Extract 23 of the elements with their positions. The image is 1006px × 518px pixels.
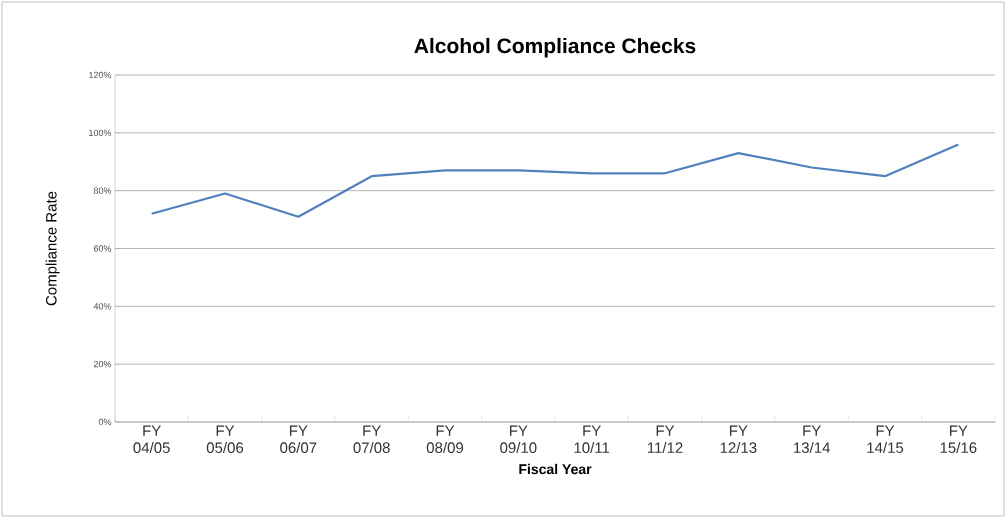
x-tick-label: FY 07/08 — [353, 425, 390, 453]
x-tick-label: FY 05/06 — [206, 425, 244, 453]
x-tick-label: FY 10/11 — [574, 425, 610, 453]
x-tick-label: FY 14/15 — [867, 425, 904, 453]
y-tick-label: 120% — [89, 71, 112, 79]
y-tick-label: 80% — [93, 187, 112, 194]
x-tick-label: FY 13/14 — [794, 425, 830, 453]
chart-title: Alcohol Compliance Checks — [414, 37, 696, 58]
x-tick-label: FY 11/12 — [647, 425, 683, 453]
x-axis-title: Fiscal Year — [519, 463, 592, 475]
y-tick-label: 60% — [93, 245, 112, 252]
x-tick-label: FY 09/10 — [500, 425, 537, 453]
y-axis-title: Compliance Rate — [45, 191, 60, 306]
x-tick-label: FY 15/16 — [940, 425, 977, 453]
line-series — [150, 143, 960, 218]
y-tick-label: 0% — [98, 418, 112, 426]
x-tick-label: FY 04/05 — [133, 425, 170, 453]
x-tick-label: FY 08/09 — [426, 425, 464, 453]
y-tick-label: 40% — [93, 303, 112, 310]
x-tick-label: FY 12/13 — [720, 425, 757, 453]
y-tick-label: 100% — [89, 129, 112, 137]
y-tick-label: 20% — [93, 360, 112, 368]
x-tick-label: FY 06/07 — [280, 425, 317, 453]
